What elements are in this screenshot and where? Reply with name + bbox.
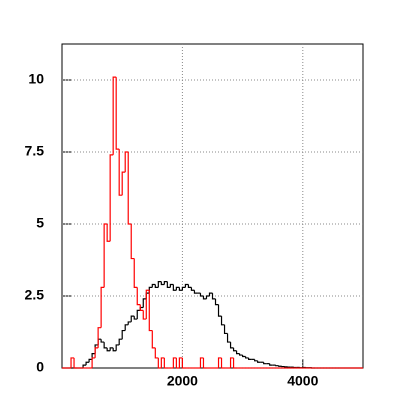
histogram-step [164, 358, 167, 368]
histogram-step [279, 366, 282, 367]
histogram-step [101, 339, 104, 342]
histogram-step [86, 362, 89, 365]
x-tick-label: 4000 [287, 373, 318, 389]
histogram-step [182, 287, 185, 290]
histogram-step [200, 293, 203, 296]
histogram-step [95, 348, 98, 358]
x-tick-label: 2000 [167, 373, 198, 389]
histogram-step [104, 342, 107, 348]
histogram-step [234, 348, 237, 351]
histogram-step [116, 345, 119, 351]
histogram-step [216, 299, 219, 305]
histogram-step [122, 172, 125, 195]
histogram-step [125, 325, 128, 331]
histogram-step [225, 325, 228, 334]
histogram-step [258, 361, 261, 362]
histogram-step [243, 355, 246, 356]
histogram-step [222, 358, 225, 368]
histogram-step [98, 328, 101, 348]
histogram-step [101, 287, 104, 327]
y-tick-label: 0 [36, 359, 44, 375]
histogram-step [131, 224, 134, 259]
histogram-step [237, 351, 240, 354]
histogram-step [119, 339, 122, 345]
histogram-step [134, 259, 137, 288]
histogram-step [194, 290, 197, 293]
histogram-step [92, 358, 95, 368]
y-tick-label: 5 [36, 215, 44, 231]
histogram-step [222, 316, 225, 325]
histogram-step [240, 354, 243, 355]
plot-frame [62, 44, 363, 368]
histogram-step [255, 359, 258, 360]
histogram-step [128, 322, 131, 325]
histogram-step [203, 358, 206, 368]
histogram-step [219, 305, 222, 317]
y-tick-label: 7.5 [25, 143, 45, 159]
histogram-step [228, 333, 231, 342]
histogram-step [110, 155, 113, 241]
y-tick-label: 2.5 [25, 287, 45, 303]
histogram-step [276, 365, 279, 366]
histogram-step [188, 284, 191, 287]
histogram-step [182, 358, 185, 368]
histogram-step [270, 364, 273, 365]
histogram-step [137, 310, 140, 319]
histogram-step [122, 331, 125, 340]
histogram-step [137, 287, 140, 304]
histogram-step [152, 331, 155, 348]
histogram-step [155, 348, 158, 358]
histogram-step [231, 342, 234, 348]
histogram-step [74, 358, 77, 368]
histogram-step [246, 356, 249, 357]
histogram-step [149, 290, 152, 330]
histogram-step [116, 77, 119, 149]
histogram-step [234, 358, 237, 368]
histogram-step [128, 152, 131, 224]
histogram-step [206, 296, 209, 299]
histogram-step [249, 358, 252, 359]
y-tick-label: 10 [28, 71, 44, 87]
histogram-step [191, 287, 194, 290]
histogram-step [264, 362, 267, 363]
